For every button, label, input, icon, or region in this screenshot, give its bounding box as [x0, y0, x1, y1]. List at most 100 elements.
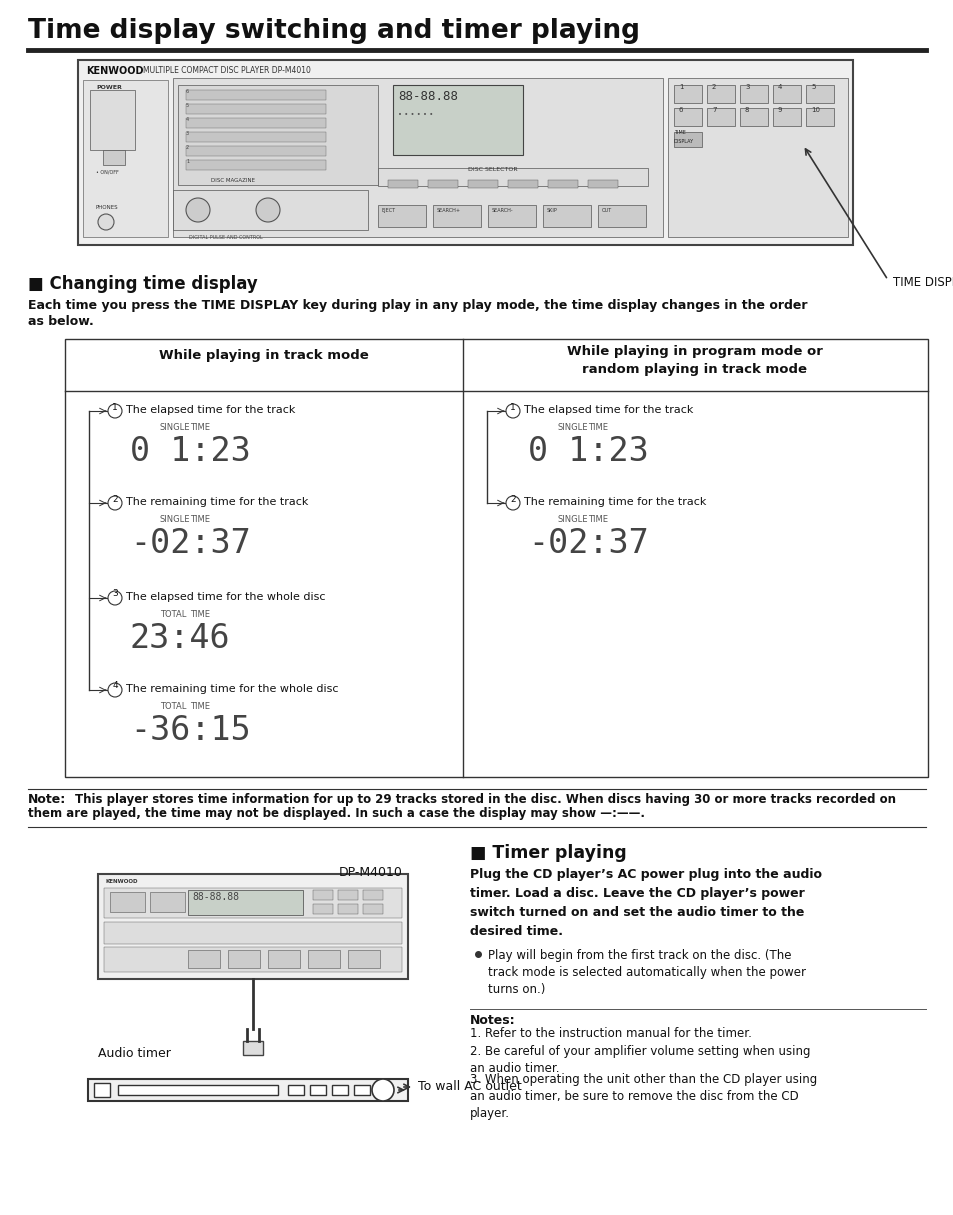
Bar: [468, 180, 497, 188]
Bar: [188, 891, 303, 915]
Text: OUT: OUT: [601, 208, 612, 213]
Text: MULTIPLE COMPACT DISC PLAYER DP-M4010: MULTIPLE COMPACT DISC PLAYER DP-M4010: [143, 66, 311, 75]
Text: SINGLE: SINGLE: [160, 423, 191, 433]
Text: The elapsed time for the track: The elapsed time for the track: [523, 405, 693, 416]
Text: 2: 2: [112, 495, 117, 503]
Circle shape: [372, 1079, 394, 1101]
Bar: [90, 90, 135, 149]
Text: DISC MAGAZINE: DISC MAGAZINE: [211, 179, 254, 183]
Text: KENWOOD: KENWOOD: [86, 66, 143, 77]
Bar: [354, 1085, 370, 1095]
Bar: [150, 892, 185, 912]
Text: 4: 4: [778, 84, 781, 90]
Text: 1: 1: [112, 402, 118, 412]
Text: • ON/OFF: • ON/OFF: [96, 170, 118, 175]
Circle shape: [505, 496, 519, 510]
Text: -02:37: -02:37: [527, 527, 648, 560]
Bar: [706, 85, 734, 103]
Bar: [308, 950, 339, 968]
Text: 2: 2: [186, 145, 189, 149]
Text: Plug the CD player’s AC power plug into the audio
timer. Load a disc. Leave the : Plug the CD player’s AC power plug into …: [470, 868, 821, 938]
Text: The remaining time for the whole disc: The remaining time for the whole disc: [126, 684, 338, 694]
Text: 2. Be careful of your amplifier volume setting when using
an audio timer.: 2. Be careful of your amplifier volume s…: [470, 1045, 810, 1075]
Text: 2: 2: [510, 495, 516, 503]
Text: TIME: TIME: [190, 423, 210, 433]
Text: 10: 10: [810, 107, 820, 113]
Text: SEARCH-: SEARCH-: [492, 208, 513, 213]
Text: Play will begin from the first track on the disc. (The
track mode is selected au: Play will begin from the first track on …: [488, 949, 805, 996]
Text: 3: 3: [186, 131, 189, 136]
Bar: [740, 85, 767, 103]
Bar: [805, 85, 833, 103]
Bar: [507, 180, 537, 188]
Bar: [288, 1085, 304, 1095]
Circle shape: [108, 405, 122, 418]
Bar: [673, 132, 701, 147]
Bar: [363, 891, 382, 900]
Bar: [667, 78, 847, 237]
Text: as below.: as below.: [28, 315, 93, 328]
Bar: [377, 205, 426, 227]
Text: 23:46: 23:46: [130, 622, 231, 655]
Text: TIME: TIME: [190, 515, 210, 524]
Bar: [228, 950, 260, 968]
Bar: [377, 168, 647, 186]
Circle shape: [255, 198, 280, 222]
Bar: [178, 85, 377, 185]
Circle shape: [108, 683, 122, 697]
Text: 3. When operating the unit other than the CD player using
an audio timer, be sur: 3. When operating the unit other than th…: [470, 1073, 817, 1120]
Text: SEARCH+: SEARCH+: [436, 208, 460, 213]
Text: POWER: POWER: [96, 85, 122, 90]
Bar: [673, 85, 701, 103]
Text: Time display switching and timer playing: Time display switching and timer playing: [28, 18, 639, 44]
Text: PHONES: PHONES: [96, 205, 118, 210]
Text: DISPLAY: DISPLAY: [673, 139, 694, 145]
Bar: [98, 874, 408, 979]
Circle shape: [505, 405, 519, 418]
Text: 88-88.88: 88-88.88: [192, 892, 239, 902]
Bar: [388, 180, 417, 188]
Bar: [186, 118, 326, 128]
Text: DP-M4010: DP-M4010: [338, 866, 402, 878]
Text: TIME DISPLAY key: TIME DISPLAY key: [892, 276, 953, 289]
Circle shape: [108, 496, 122, 510]
Bar: [772, 85, 801, 103]
Text: • • • • • •: • • • • • •: [397, 112, 433, 118]
Text: EJECT: EJECT: [381, 208, 395, 213]
Text: 0 1:23: 0 1:23: [130, 435, 251, 468]
Text: ■ Changing time display: ■ Changing time display: [28, 275, 257, 293]
Text: 5: 5: [810, 84, 815, 90]
Bar: [110, 892, 145, 912]
Text: 0 1:23: 0 1:23: [527, 435, 648, 468]
Text: DIGITAL PULSE AND CONTROL: DIGITAL PULSE AND CONTROL: [189, 234, 263, 241]
Text: 3: 3: [744, 84, 749, 90]
Bar: [393, 85, 522, 156]
Text: SINGLE: SINGLE: [160, 515, 191, 524]
Bar: [337, 891, 357, 900]
Bar: [313, 904, 333, 914]
Bar: [186, 90, 326, 100]
Text: SINGLE: SINGLE: [558, 515, 588, 524]
Bar: [104, 888, 401, 919]
Bar: [598, 205, 645, 227]
Bar: [88, 1079, 408, 1101]
Bar: [104, 922, 401, 944]
Bar: [706, 108, 734, 126]
Text: Notes:: Notes:: [470, 1015, 515, 1027]
Text: The elapsed time for the track: The elapsed time for the track: [126, 405, 295, 416]
Bar: [118, 1085, 277, 1095]
Text: TOTAL: TOTAL: [160, 702, 186, 711]
Text: SINGLE: SINGLE: [558, 423, 588, 433]
Text: The remaining time for the track: The remaining time for the track: [523, 497, 705, 507]
Bar: [337, 904, 357, 914]
Text: 1: 1: [186, 159, 189, 164]
Text: -02:37: -02:37: [130, 527, 251, 560]
Text: 5: 5: [186, 103, 189, 108]
Text: 3: 3: [112, 589, 118, 599]
Bar: [673, 108, 701, 126]
Text: TIME: TIME: [673, 130, 685, 135]
Text: 4: 4: [112, 682, 117, 690]
Bar: [104, 946, 401, 972]
Text: DISC SELECTOR: DISC SELECTOR: [468, 166, 517, 173]
Bar: [186, 132, 326, 142]
